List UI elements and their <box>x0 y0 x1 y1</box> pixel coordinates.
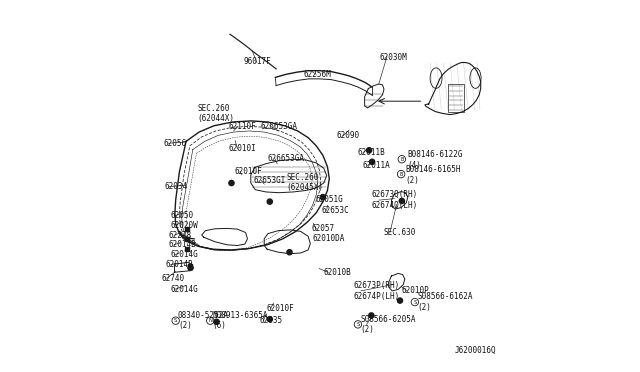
Text: 62011B: 62011B <box>357 148 385 157</box>
Text: 62011A: 62011A <box>363 161 390 170</box>
Text: 62090: 62090 <box>337 131 360 140</box>
Circle shape <box>369 159 374 164</box>
Text: S08566-6162A
(2): S08566-6162A (2) <box>417 292 473 312</box>
Circle shape <box>397 298 403 303</box>
Text: 62010F: 62010F <box>266 304 294 312</box>
Text: 62010I: 62010I <box>229 144 257 153</box>
Circle shape <box>287 250 292 255</box>
Text: J6200016Q: J6200016Q <box>454 346 496 355</box>
Text: 62051G: 62051G <box>316 195 343 203</box>
Bar <box>184 227 189 231</box>
Text: 62010B: 62010B <box>324 268 351 277</box>
Text: 62010P: 62010P <box>401 286 429 295</box>
Text: SEC.260
(62045X): SEC.260 (62045X) <box>287 173 323 192</box>
Circle shape <box>267 199 273 204</box>
Text: SEC.260
(62044X): SEC.260 (62044X) <box>197 104 234 123</box>
Text: 62010DA: 62010DA <box>312 234 345 243</box>
Text: 08340-5252A
(2): 08340-5252A (2) <box>178 311 228 330</box>
Text: 62050: 62050 <box>170 211 193 220</box>
Text: 62228: 62228 <box>168 231 192 240</box>
Text: S: S <box>174 318 177 323</box>
Text: B08146-6165H
(2): B08146-6165H (2) <box>406 165 461 185</box>
Bar <box>449 84 464 112</box>
Text: 626653GA: 626653GA <box>260 122 298 131</box>
Text: 62653C: 62653C <box>322 206 349 215</box>
Circle shape <box>399 198 404 203</box>
Bar <box>188 264 192 268</box>
Text: N08913-6365A
(6): N08913-6365A (6) <box>212 311 268 330</box>
Bar <box>184 247 189 251</box>
Text: B: B <box>399 171 403 177</box>
Circle shape <box>321 195 326 200</box>
Text: SEC.630: SEC.630 <box>384 228 417 237</box>
Text: 62014G: 62014G <box>170 285 198 294</box>
Text: 62014B: 62014B <box>166 260 193 269</box>
Text: S08566-6205A
(2): S08566-6205A (2) <box>360 315 415 334</box>
Text: 62653GI: 62653GI <box>253 176 285 185</box>
Text: 62030M: 62030M <box>380 53 407 62</box>
Circle shape <box>188 265 193 270</box>
Circle shape <box>229 180 234 186</box>
Text: 62035: 62035 <box>260 316 283 325</box>
Text: B08146-6122G
(4): B08146-6122G (4) <box>408 150 463 170</box>
Circle shape <box>367 148 372 153</box>
Text: S: S <box>413 299 417 305</box>
Text: 62256M: 62256M <box>303 70 331 79</box>
Text: 62110F: 62110F <box>229 122 257 131</box>
Text: 62056: 62056 <box>164 139 187 148</box>
Text: 96017F: 96017F <box>244 57 271 66</box>
Text: S: S <box>356 322 360 327</box>
Circle shape <box>214 319 219 324</box>
Text: 62740: 62740 <box>162 274 185 283</box>
Circle shape <box>267 317 273 322</box>
Bar <box>184 237 189 241</box>
Text: 62673Q(RH)
62674Q(LH): 62673Q(RH) 62674Q(LH) <box>371 190 417 210</box>
Text: 62020W: 62020W <box>170 221 198 230</box>
Text: 62673P(RH)
62674P(LH): 62673P(RH) 62674P(LH) <box>353 281 400 301</box>
Text: 62014G: 62014G <box>170 250 198 259</box>
Text: 62010F: 62010F <box>234 167 262 176</box>
Text: 62057: 62057 <box>312 224 335 233</box>
Text: 626653GA: 626653GA <box>268 154 305 163</box>
Text: N: N <box>209 318 212 323</box>
Text: 62034: 62034 <box>164 182 188 191</box>
Text: B: B <box>400 157 404 162</box>
Text: 62014B: 62014B <box>168 240 196 249</box>
Circle shape <box>369 313 374 318</box>
